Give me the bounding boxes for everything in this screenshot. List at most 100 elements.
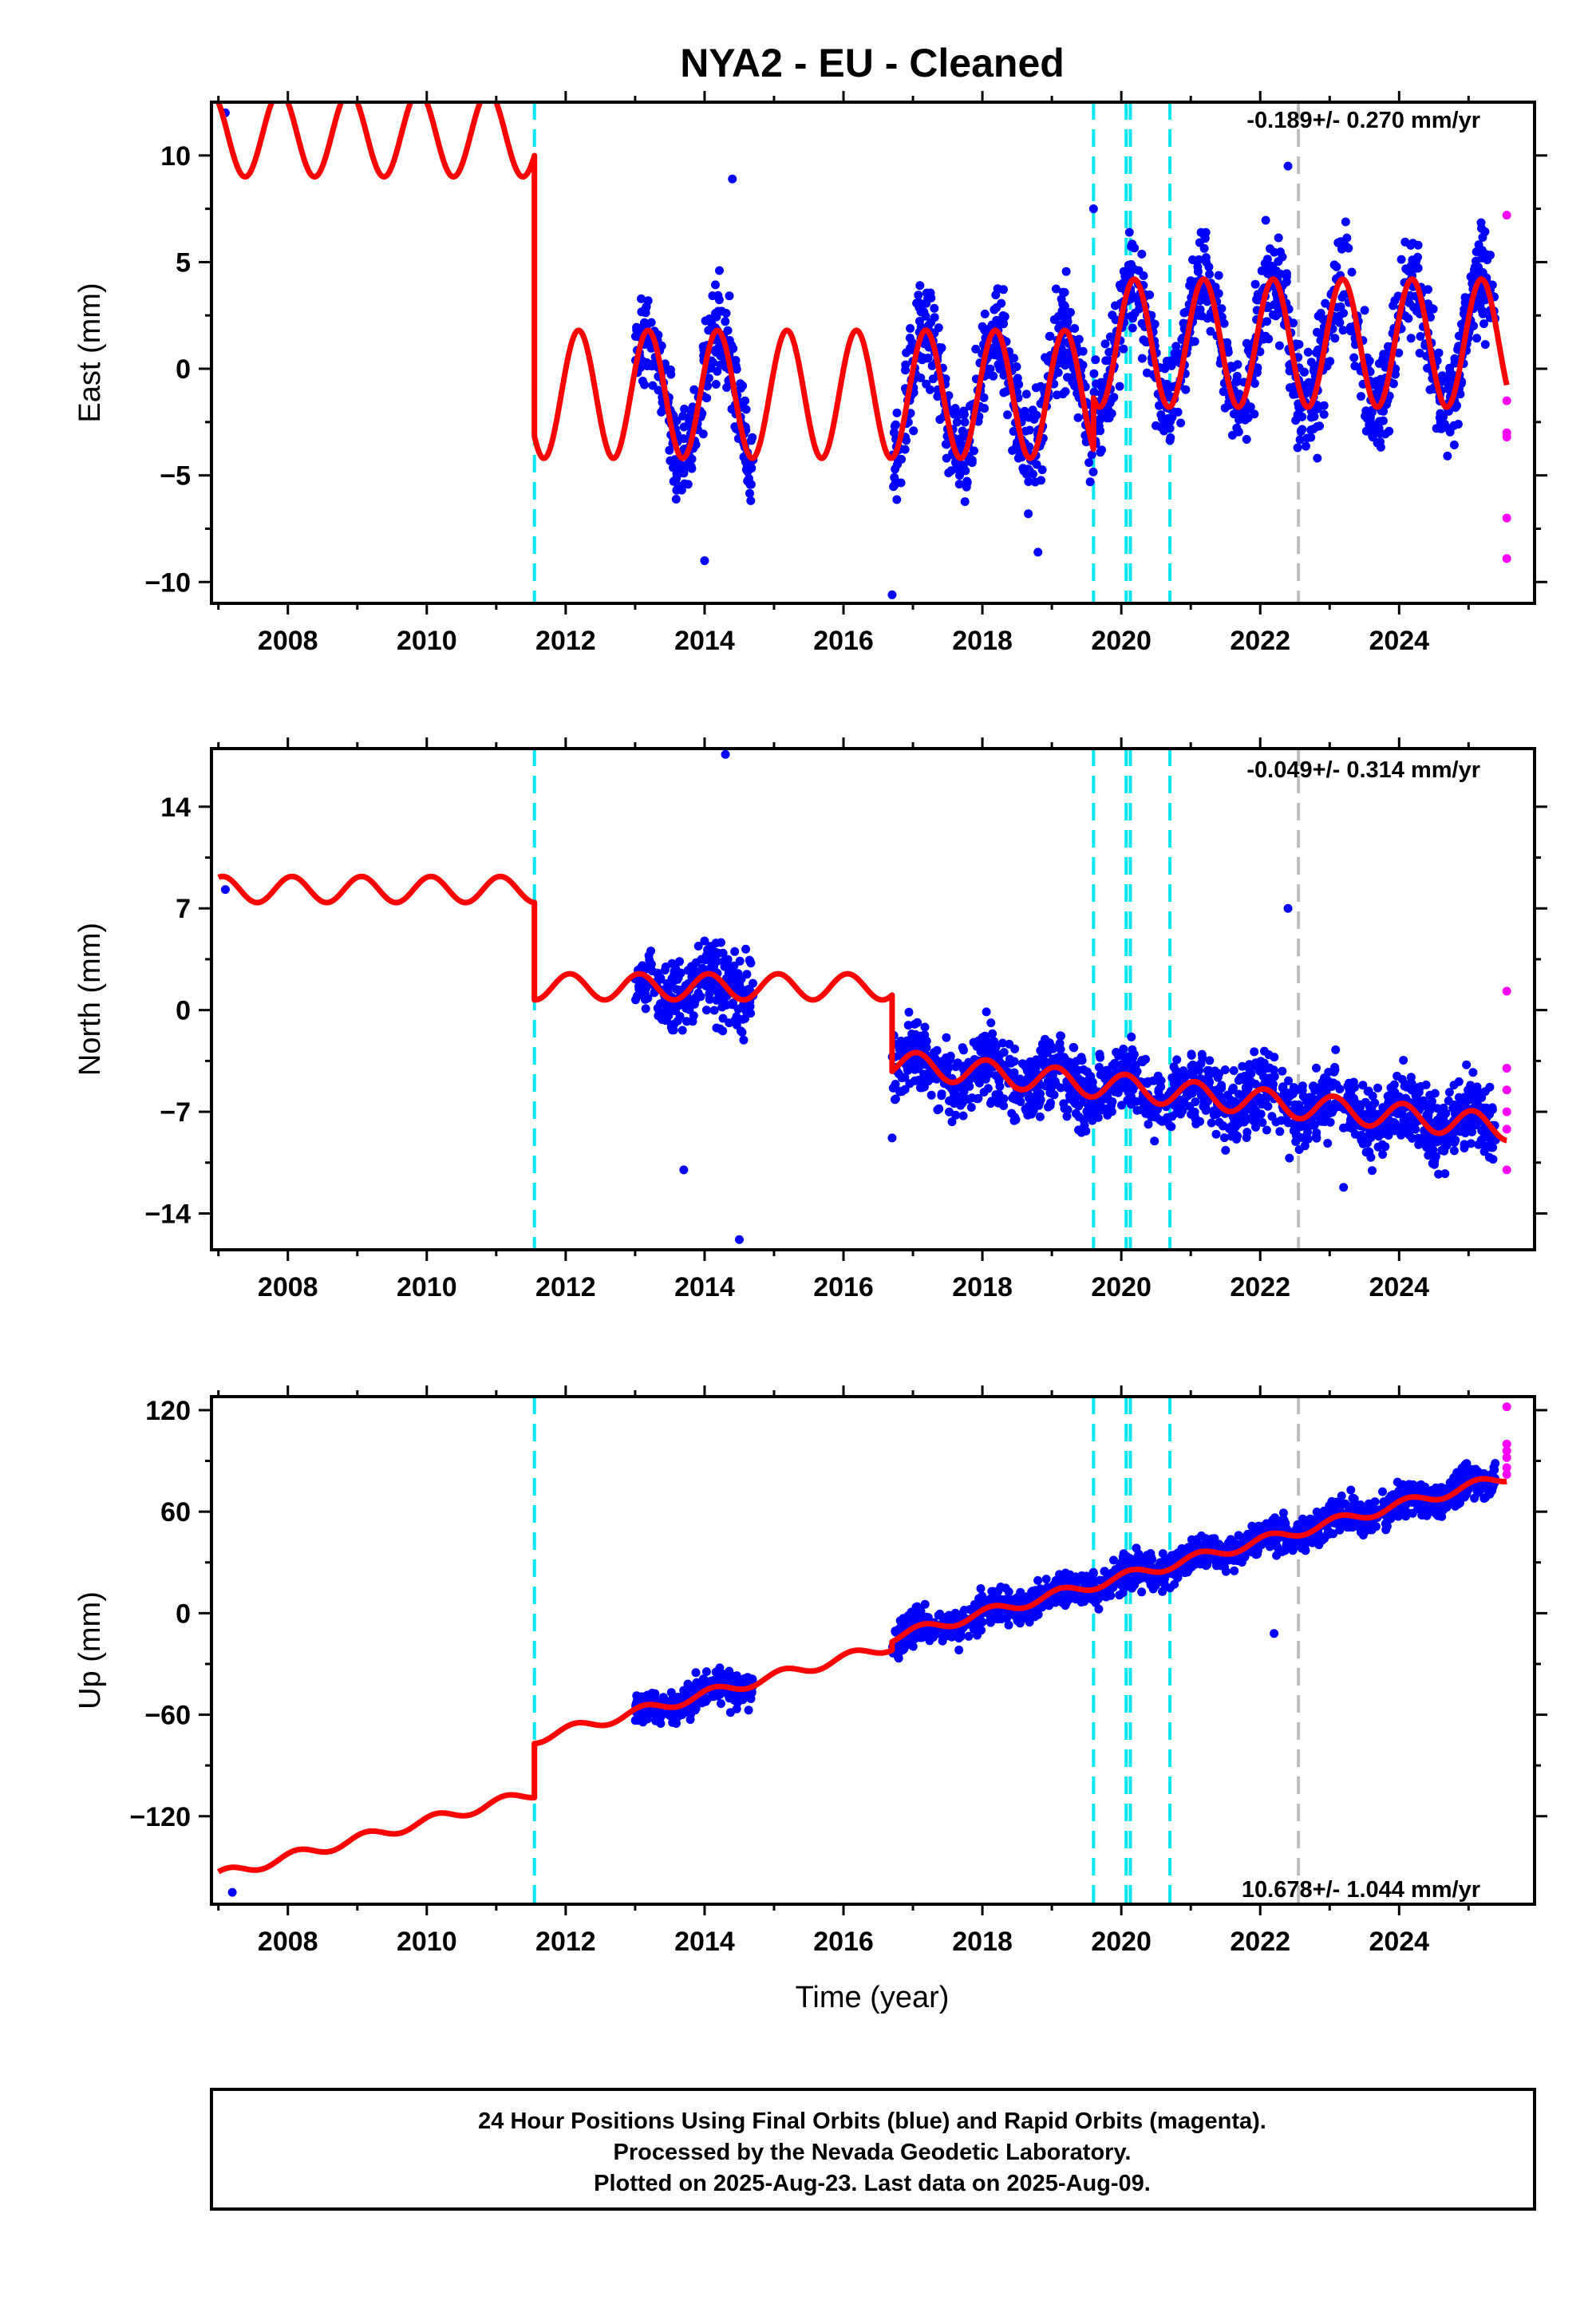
- final-orbit-point: [1119, 345, 1128, 354]
- final-orbit-point: [1250, 1047, 1258, 1056]
- final-orbit-point: [1368, 432, 1377, 441]
- final-orbit-point: [713, 957, 721, 966]
- final-orbit-point: [1061, 1601, 1070, 1610]
- final-orbit-point: [1335, 1085, 1344, 1093]
- final-orbit-point: [747, 437, 756, 445]
- final-orbit-point: [1094, 1113, 1103, 1122]
- final-orbit-point: [653, 969, 662, 978]
- final-orbit-point: [663, 979, 672, 988]
- final-orbit-point: [1215, 1118, 1223, 1127]
- y-tick-label: −14: [144, 1199, 191, 1229]
- final-orbit-point: [710, 1006, 719, 1015]
- x-tick-label: 2024: [1369, 626, 1429, 656]
- final-orbit-point: [917, 307, 926, 316]
- final-orbit-point: [1032, 383, 1041, 392]
- final-orbit-point: [1009, 354, 1018, 362]
- final-orbit-point: [937, 1091, 946, 1100]
- final-orbit-point: [1096, 416, 1104, 425]
- final-orbit-point: [730, 947, 739, 956]
- final-orbit-point: [977, 1584, 986, 1593]
- final-orbit-point: [1116, 382, 1124, 391]
- final-orbit-point: [973, 1042, 982, 1051]
- final-orbit-point: [978, 322, 987, 331]
- x-tick-label: 2014: [674, 626, 735, 656]
- final-orbit-point: [690, 966, 699, 974]
- rapid-orbit-point: [1503, 554, 1511, 563]
- final-orbit-point: [1349, 1494, 1358, 1503]
- final-orbit-point: [1292, 1132, 1301, 1140]
- final-orbit-point: [1365, 413, 1374, 421]
- final-orbit-point: [715, 267, 724, 275]
- final-orbit-point: [1419, 1097, 1428, 1105]
- final-orbit-point: [1242, 435, 1251, 444]
- final-orbit-point: [1479, 319, 1488, 328]
- final-orbit-point: [1345, 1120, 1354, 1128]
- final-orbit-point: [1086, 477, 1095, 486]
- final-orbit-point: [1378, 354, 1387, 363]
- final-orbit-point: [961, 418, 970, 427]
- final-orbit-point: [1244, 405, 1253, 413]
- final-orbit-point: [997, 1097, 1005, 1105]
- final-orbit-point: [1029, 415, 1038, 424]
- final-orbit-point: [1132, 1097, 1141, 1106]
- final-orbit-point: [719, 1014, 728, 1023]
- final-orbit-point: [1262, 1126, 1271, 1135]
- final-orbit-point: [702, 1006, 711, 1014]
- final-orbit-point: [1128, 1085, 1137, 1094]
- final-orbit-point: [1063, 1112, 1072, 1120]
- final-orbit-point: [981, 1032, 990, 1041]
- final-orbit-point: [1035, 1099, 1044, 1108]
- final-orbit-point: [994, 285, 1003, 294]
- final-orbit-point: [1156, 1116, 1164, 1124]
- final-orbit-point: [1398, 1111, 1407, 1120]
- final-orbit-point: [1381, 1142, 1389, 1151]
- rapid-orbit-point: [1503, 433, 1511, 441]
- final-orbit-point: [1290, 1083, 1298, 1092]
- final-orbit-point: [1326, 1118, 1335, 1127]
- final-orbit-point: [1342, 234, 1351, 243]
- final-orbit-point: [963, 478, 972, 487]
- final-orbit-point: [1219, 387, 1228, 396]
- final-orbit-point: [717, 939, 725, 947]
- final-orbit-point: [898, 1087, 907, 1096]
- final-orbit-point: [1396, 1131, 1405, 1140]
- x-tick-label: 2014: [674, 1272, 735, 1302]
- final-orbit-point: [722, 309, 731, 318]
- final-orbit-point: [1489, 1155, 1498, 1164]
- final-orbit-point: [1471, 263, 1479, 271]
- rapid-orbit-point: [1503, 397, 1511, 405]
- final-orbit-point: [1171, 1066, 1180, 1075]
- final-orbit-point: [1412, 257, 1420, 266]
- final-orbit-point: [926, 318, 935, 327]
- final-orbit-point: [1220, 319, 1229, 328]
- final-orbit-point: [926, 294, 935, 302]
- final-orbit-point: [909, 426, 918, 435]
- final-orbit-point: [1049, 1071, 1057, 1080]
- final-orbit-point: [692, 1668, 701, 1677]
- final-orbit-point: [1284, 904, 1293, 913]
- final-orbit-point: [1361, 306, 1369, 314]
- final-orbit-point: [1023, 1066, 1032, 1075]
- final-orbit-point: [735, 1235, 744, 1244]
- final-orbit-point: [1446, 376, 1455, 385]
- final-orbit-point: [990, 350, 999, 359]
- final-orbit-point: [1056, 1031, 1065, 1040]
- final-orbit-point: [978, 1591, 986, 1600]
- final-orbit-point: [990, 306, 998, 314]
- final-orbit-point: [893, 460, 902, 469]
- final-orbit-point: [707, 947, 716, 956]
- final-orbit-point: [1005, 1055, 1014, 1064]
- final-orbit-point: [642, 1694, 651, 1702]
- final-orbit-point: [1339, 243, 1348, 252]
- final-orbit-point: [933, 1105, 942, 1114]
- final-orbit-point: [1349, 354, 1358, 362]
- final-orbit-point: [1127, 243, 1136, 251]
- final-orbit-point: [733, 1012, 741, 1021]
- final-orbit-point: [1221, 1065, 1230, 1074]
- final-orbit-point: [1089, 204, 1098, 213]
- final-orbit-point: [1269, 310, 1278, 319]
- final-orbit-point: [1337, 1492, 1346, 1500]
- final-orbit-point: [1267, 1112, 1276, 1120]
- final-orbit-point: [1198, 1053, 1207, 1062]
- final-orbit-point: [1285, 1154, 1294, 1163]
